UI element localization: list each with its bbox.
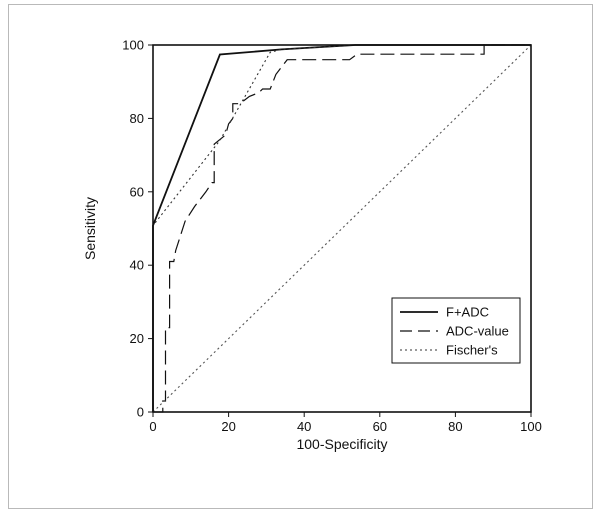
x-tick-label: 60 (373, 419, 387, 434)
x-axis: 0 20 40 60 80 100 (149, 412, 542, 434)
x-tick-label: 0 (149, 419, 156, 434)
legend-label: F+ADC (446, 305, 489, 320)
y-tick-label: 40 (130, 258, 144, 273)
y-tick-label: 20 (130, 331, 144, 346)
x-tick-label: 20 (221, 419, 235, 434)
figure-frame (8, 4, 593, 509)
y-tick-label: 0 (137, 405, 144, 420)
legend-box (391, 297, 521, 364)
y-tick-label: 60 (130, 184, 144, 199)
x-tick-label: 40 (297, 419, 311, 434)
legend-label: Fischer's (446, 343, 498, 358)
y-tick-label: 80 (130, 111, 144, 126)
legend: F+ADC ADC-value Fischer's (391, 297, 521, 364)
legend-label: ADC-value (446, 324, 509, 339)
y-tick-label: 100 (122, 38, 144, 53)
x-tick-label: 80 (448, 419, 462, 434)
x-axis-title: 100-Specificity (296, 436, 387, 452)
y-axis: 0 20 40 60 80 100 (122, 38, 153, 420)
plot-frame (152, 44, 532, 413)
y-axis-title: Sensitivity (82, 197, 98, 260)
x-tick-label: 100 (520, 419, 542, 434)
